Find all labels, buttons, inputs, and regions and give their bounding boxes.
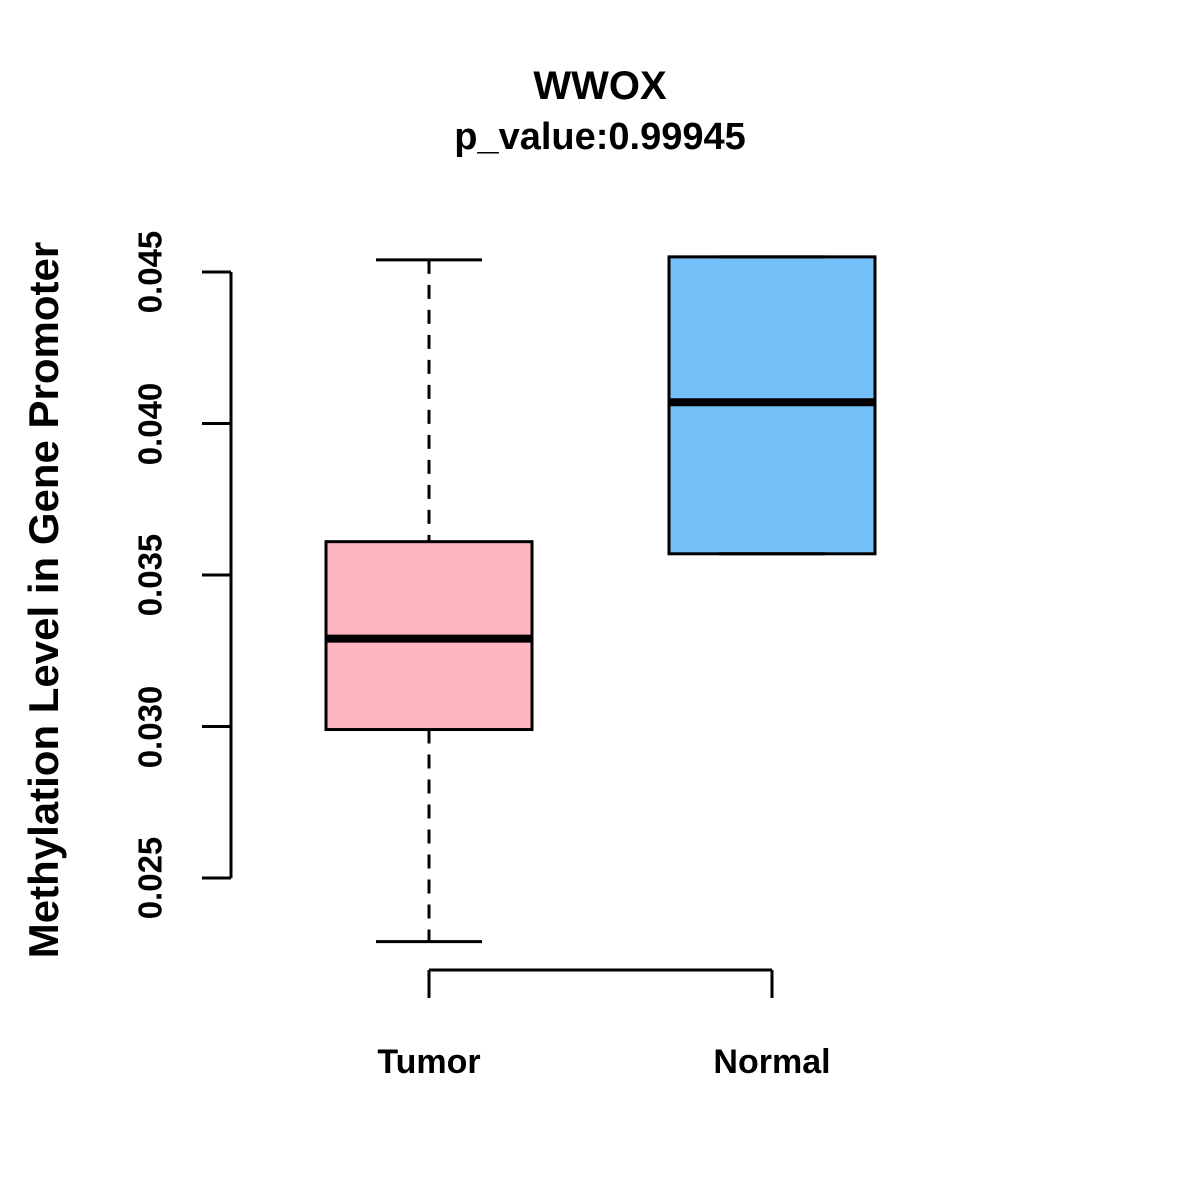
y-tick-label: 0.035 bbox=[131, 533, 169, 617]
chart-title: WWOX bbox=[533, 64, 667, 108]
y-tick-label: 0.045 bbox=[131, 230, 169, 314]
y-tick-label: 0.040 bbox=[131, 382, 169, 465]
y-tick-label: 0.030 bbox=[131, 685, 169, 768]
y-axis-label: Methylation Level in Gene Promoter bbox=[20, 241, 67, 959]
x-category-label-normal: Normal bbox=[713, 1043, 831, 1081]
x-category-label-tumor: Tumor bbox=[377, 1043, 481, 1081]
y-tick-label: 0.025 bbox=[131, 836, 169, 920]
chart-subtitle: p_value:0.99945 bbox=[454, 116, 746, 158]
